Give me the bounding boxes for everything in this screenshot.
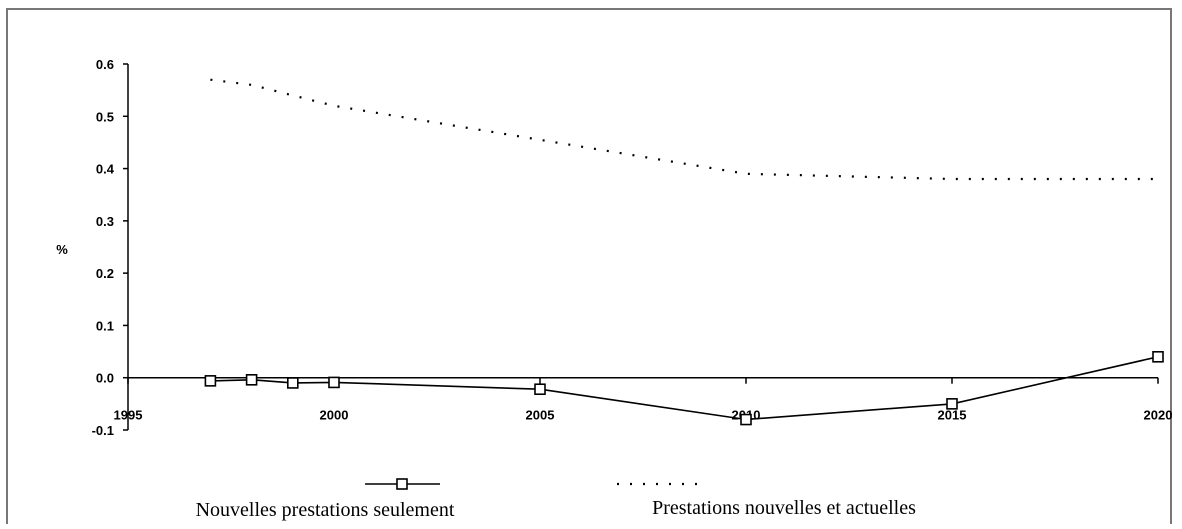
series-0-point-0 [204, 375, 217, 387]
legend-label-series-0: Nouvelles prestations seulement [196, 499, 455, 521]
y-tick-label-0: 0.6 [96, 57, 114, 72]
x-tick-label-4: 2015 [938, 408, 967, 423]
y-tick-label-3: 0.3 [96, 214, 114, 229]
series-0-point-2 [286, 377, 299, 389]
y-tick-label-1: 0.5 [96, 109, 114, 124]
x-tick-label-1: 2000 [320, 408, 349, 423]
y-axis-label: % [56, 242, 68, 257]
x-tick-label-0: 1995 [114, 408, 143, 423]
legend-marker-series-0 [396, 478, 408, 490]
series-0-point-4 [534, 383, 546, 396]
x-tick-label-5: 2020 [1144, 408, 1173, 423]
y-tick-label-2: 0.4 [96, 162, 115, 177]
series-0-line [210, 356, 1159, 421]
y-tick-label-7: -0.1 [92, 423, 114, 438]
series-0-point-6 [946, 398, 958, 410]
series-layer [204, 78, 1164, 426]
series-0-point-7 [1152, 350, 1164, 363]
x-tick-label-2: 2005 [526, 408, 555, 423]
chart-frame [6, 8, 1172, 524]
series-0-point-1 [245, 374, 258, 386]
series-0-point-3 [328, 376, 340, 389]
series-1-line [210, 78, 1158, 181]
legend-label-series-1: Prestations nouvelles et actuelles [652, 497, 916, 519]
y-tick-label-6: 0.0 [96, 371, 114, 386]
y-tick-label-4: 0.2 [96, 266, 114, 281]
legend: Nouvelles prestations seulement Prestati… [196, 478, 916, 521]
y-tick-label-5: 0.1 [96, 318, 114, 333]
series-0-point-5 [740, 413, 752, 426]
